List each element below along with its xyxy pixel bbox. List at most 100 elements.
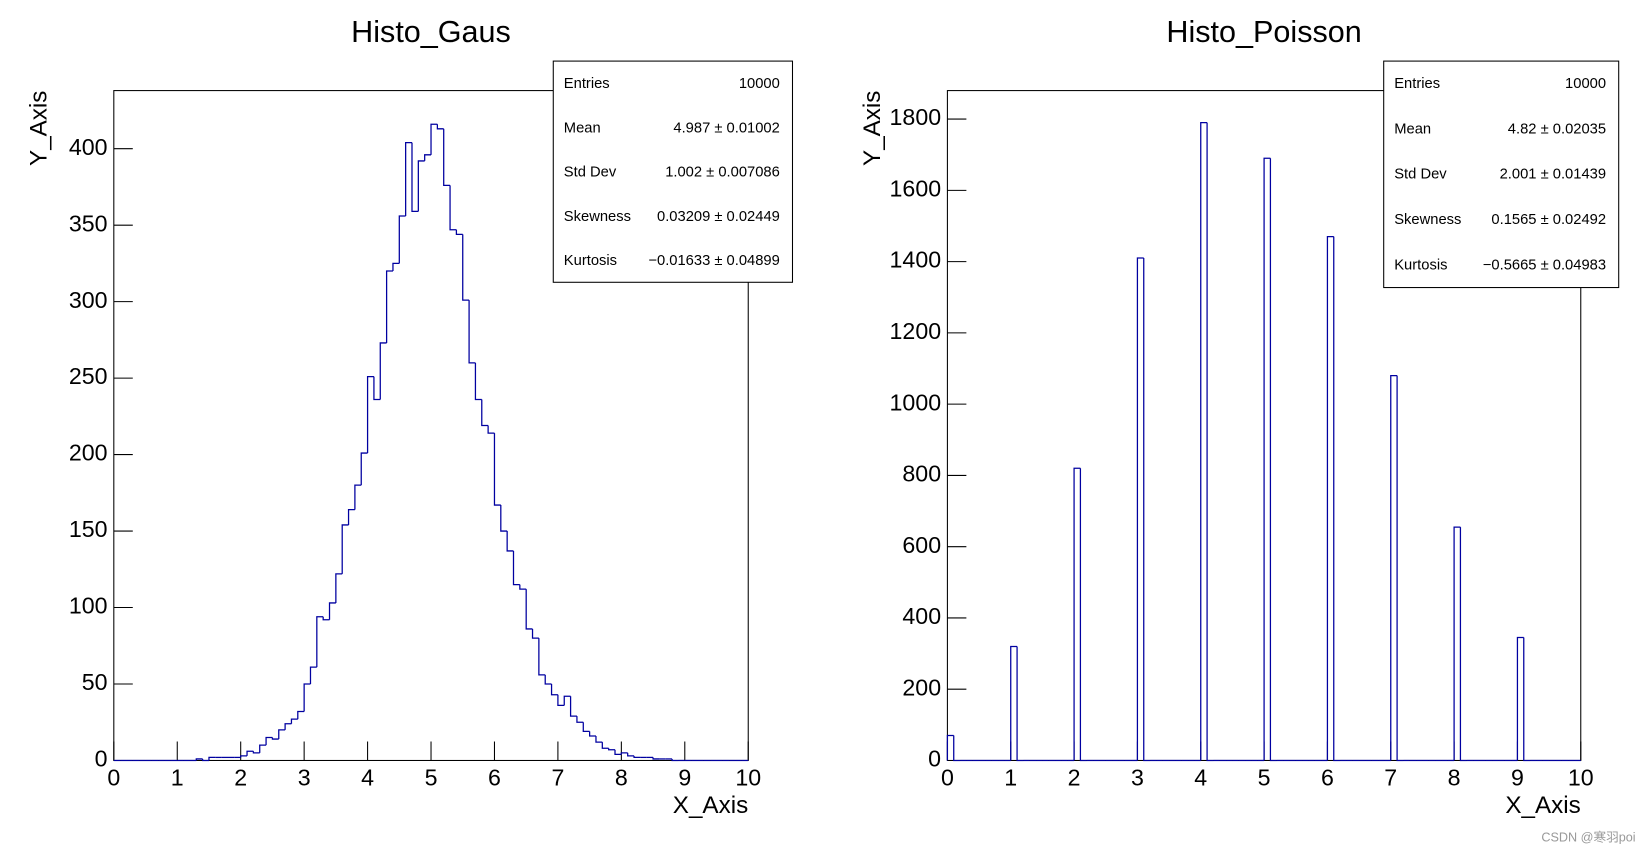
y-tick-label: 800	[902, 461, 941, 487]
x-tick-label: 4	[361, 765, 374, 791]
stats-box	[1383, 60, 1620, 289]
y-tick-label: 300	[69, 287, 108, 313]
stats-value: 10000	[1565, 76, 1606, 92]
stats-value: 10000	[739, 76, 780, 92]
histogram-bin	[195, 758, 203, 761]
histogram-bin	[1206, 122, 1214, 762]
histogram-bin	[430, 123, 438, 155]
histogram-bin	[436, 124, 444, 130]
histogram-bin	[1143, 258, 1151, 762]
histogram-bin	[252, 751, 260, 754]
stats-value: 0.1565 ± 0.02492	[1491, 212, 1606, 228]
x-tick-label: 1	[171, 765, 184, 791]
stats-name: Entries	[1394, 76, 1440, 92]
histogram-bin	[525, 589, 533, 630]
x-tick-label: 8	[1448, 765, 1461, 791]
histogram-bin	[601, 742, 609, 749]
histogram-bin	[354, 484, 362, 510]
y-tick-label: 1000	[890, 389, 942, 415]
histogram-bin	[1263, 157, 1271, 761]
chart-title: Histo_Gaus	[351, 15, 511, 49]
histogram-bin	[608, 748, 616, 751]
watermark: CSDN @寒羽poi	[1541, 830, 1635, 845]
histogram-bin	[614, 749, 622, 755]
histogram-bin	[538, 638, 546, 676]
histogram-bin	[347, 509, 355, 525]
stats-name: Entries	[564, 76, 610, 92]
histogram-bin	[1016, 646, 1024, 762]
x-tick-label: 3	[298, 765, 311, 791]
histogram-bin	[284, 723, 292, 730]
histogram-bin	[290, 718, 298, 724]
histogram-bin	[563, 695, 571, 706]
y-tick-label: 250	[69, 363, 108, 389]
y-tick-label: 1600	[890, 175, 942, 201]
histogram-bin	[385, 270, 393, 343]
histogram-bin	[341, 524, 349, 574]
stats-value: 4.987 ± 0.01002	[673, 120, 779, 136]
histogram-bin	[462, 234, 470, 301]
histogram-bin	[1516, 636, 1524, 761]
histogram-bin	[1453, 526, 1461, 761]
histogram-bin	[1010, 645, 1018, 761]
histogram-bin	[506, 531, 514, 552]
x-tick-label: 0	[941, 765, 954, 791]
x-tick-label: 6	[1321, 765, 1334, 791]
histogram-bin	[246, 750, 254, 756]
histogram-bin	[443, 128, 451, 187]
stats-value: 2.001 ± 0.01439	[1500, 167, 1606, 183]
y-tick-label: 200	[902, 674, 941, 700]
histogram-bin	[550, 683, 558, 696]
histogram-bin	[652, 757, 660, 760]
histogram-bin	[271, 737, 279, 740]
histogram-bin	[392, 262, 400, 272]
histogram-bin	[1390, 375, 1398, 761]
histogram-bin	[531, 628, 539, 639]
y-tick-label: 400	[902, 603, 941, 629]
histogram-bin	[373, 376, 381, 401]
histogram-bin	[474, 362, 482, 401]
histogram-bin	[278, 729, 286, 740]
histogram-bin	[512, 550, 520, 586]
histogram-bin	[360, 452, 368, 486]
histogram-bin	[1073, 467, 1081, 761]
histogram-bin	[487, 425, 495, 434]
histogram-bin	[576, 716, 584, 723]
histogram-bin	[405, 141, 412, 216]
y-axis-label: Y_Axis	[25, 91, 52, 166]
histogram-bin	[449, 185, 457, 231]
stats-name: Mean	[1394, 121, 1431, 137]
stats-name: Std Dev	[564, 165, 617, 181]
stats-box	[552, 60, 794, 283]
stats-name: Skewness	[1394, 212, 1461, 228]
x-tick-label: 8	[615, 765, 628, 791]
x-tick-label: 10	[735, 765, 761, 791]
histogram-bin	[411, 142, 419, 213]
histogram-bin	[519, 584, 527, 590]
histogram-bin	[627, 752, 635, 757]
y-tick-label: 350	[69, 210, 108, 236]
y-tick-label: 50	[82, 669, 108, 695]
histogram-bin	[455, 229, 463, 235]
histogram-bin	[1396, 375, 1404, 762]
stats-value: 4.82 ± 0.02035	[1508, 121, 1606, 137]
x-tick-label: 5	[1258, 765, 1271, 791]
y-tick-label: 0	[95, 746, 108, 772]
stats-name: Mean	[564, 120, 601, 136]
histogram-bin	[265, 736, 273, 746]
x-tick-label: 10	[1568, 765, 1594, 791]
y-tick-label: 1800	[890, 104, 942, 130]
histogram-bin	[1333, 236, 1341, 762]
stats-name: Kurtosis	[564, 253, 617, 269]
histogram-bin	[322, 616, 330, 621]
x-axis-label: X_Axis	[1505, 792, 1580, 819]
histogram-bin	[1269, 158, 1277, 762]
histogram-bin	[569, 696, 577, 717]
histogram-bin	[557, 694, 565, 707]
histogram-bin	[595, 735, 603, 743]
histogram-bin	[633, 755, 641, 759]
y-tick-label: 100	[69, 593, 108, 619]
stats-value: 0.03209 ± 0.02449	[657, 209, 780, 225]
histogram-bin	[297, 710, 305, 720]
